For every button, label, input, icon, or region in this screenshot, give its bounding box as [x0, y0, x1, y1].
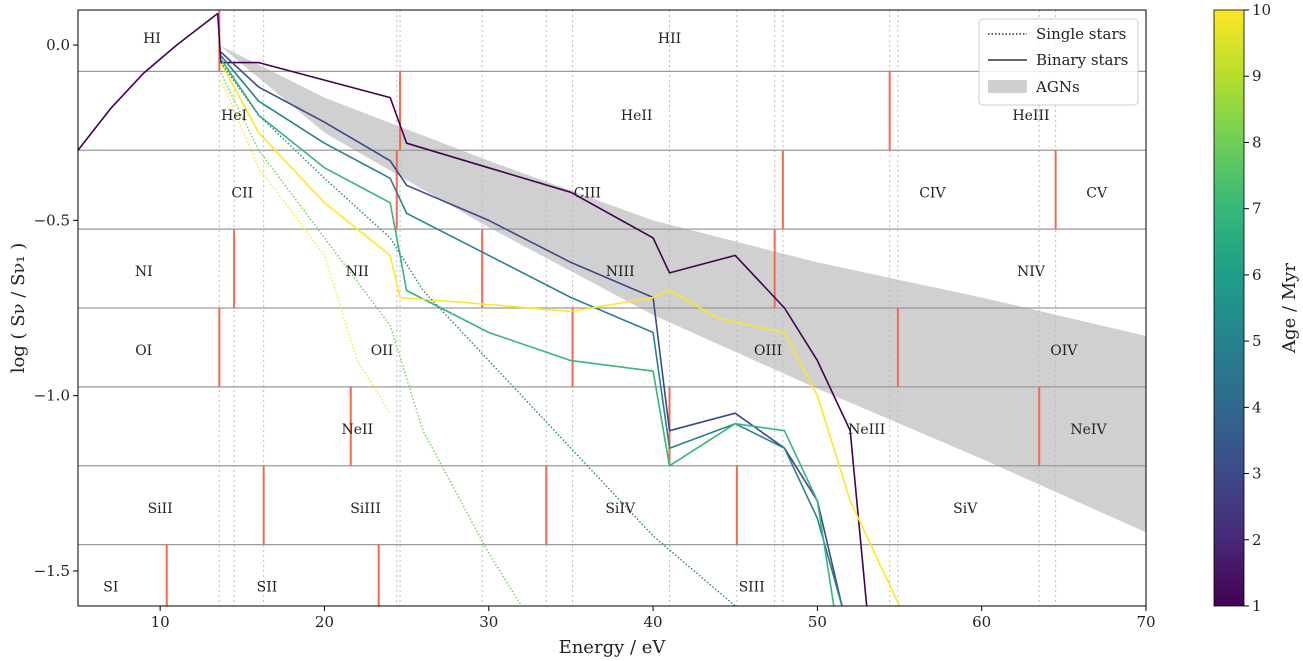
ion-label: HII [658, 31, 681, 47]
y-axis-label: log ( Sν / Sν₁ ) [8, 243, 29, 374]
x-tick-label: 20 [315, 613, 334, 631]
binary-star-spectrum [77, 12, 868, 607]
x-tick-label: 70 [1136, 613, 1155, 631]
ion-label: NeIV [1070, 422, 1107, 438]
x-tick-label: 30 [479, 613, 498, 631]
colorbar-tick-label: 8 [1252, 133, 1262, 151]
x-axis-ticks: 10 20 30 40 50 60 70 [151, 606, 1156, 631]
y-axis-ticks: 0.0 −0.5 −1.0 −1.5 [34, 36, 78, 580]
binary-star-spectrum [220, 55, 843, 607]
ion-label: SIII [739, 580, 765, 596]
agn-band-layer [219, 45, 1147, 533]
single-star-spectrum [220, 62, 736, 607]
ion-label: HeII [621, 108, 653, 124]
x-tick-label: 40 [644, 613, 663, 631]
colorbar-tick-label: 10 [1252, 1, 1271, 19]
ion-label: HeIII [1012, 108, 1049, 124]
legend-agn-swatch [988, 80, 1027, 93]
colorbar-tick-label: 1 [1252, 597, 1262, 615]
ion-label: SiV [953, 501, 978, 517]
ion-label: CII [231, 185, 253, 201]
ion-label: CV [1086, 185, 1108, 201]
spectra-series [77, 12, 901, 607]
x-tick-label: 60 [972, 613, 991, 631]
colorbar: 1 2 3 4 5 6 7 8 9 10 Age / Myr [1213, 1, 1300, 615]
y-tick-label: −1.0 [34, 387, 70, 405]
ion-label: CIII [574, 185, 601, 201]
x-tick-label: 50 [808, 613, 827, 631]
ion-label: SiIII [350, 501, 381, 517]
colorbar-tick-label: 5 [1252, 332, 1262, 350]
binary-star-spectrum [220, 62, 901, 607]
ion-label: SI [103, 580, 118, 596]
ion-label: NI [135, 264, 153, 280]
element-row-boundaries [78, 70, 1146, 546]
ion-label: OIII [754, 343, 782, 359]
ion-label: OII [371, 343, 394, 359]
single-star-spectrum [220, 79, 391, 414]
agn-band [219, 45, 1147, 533]
ion-label: CIV [919, 185, 946, 201]
ion-label: SiII [148, 501, 173, 517]
legend: Single stars Binary stars AGNs [978, 18, 1139, 106]
colorbar-ticks: 1 2 3 4 5 6 7 8 9 10 [1244, 1, 1271, 615]
ion-label: SII [257, 580, 278, 596]
single-star-spectrum [220, 72, 523, 607]
ion-label: OI [135, 343, 152, 359]
ion-label: NIII [606, 264, 635, 280]
ion-label: NeII [342, 422, 374, 438]
y-tick-label: −1.5 [34, 562, 70, 580]
y-tick-label: −0.5 [34, 211, 70, 229]
plot-frame [77, 9, 1147, 607]
colorbar-gradient [1213, 9, 1245, 607]
ion-label: SiIV [605, 501, 636, 517]
binary-star-spectrum [220, 58, 835, 607]
legend-binary-label: Binary stars [1036, 51, 1128, 69]
plot-area: HI HII HeI HeII HeIII CII CIII CIV CV NI NII NIII NI… [77, 9, 1147, 607]
y-tick-label: 0.0 [46, 36, 70, 54]
colorbar-tick-label: 3 [1252, 465, 1262, 483]
colorbar-tick-label: 9 [1252, 67, 1262, 85]
ion-label: NIV [1017, 264, 1046, 280]
ion-label: HeI [221, 108, 247, 124]
ion-labels: HI HII HeI HeII HeIII CII CIII CIV CV NI NII NIII NI… [103, 31, 1108, 596]
x-axis-label: Energy / eV [559, 637, 667, 658]
ion-label: NII [346, 264, 369, 280]
legend-single-label: Single stars [1036, 25, 1126, 43]
colorbar-label: Age / Myr [1279, 263, 1300, 354]
colorbar-tick-label: 6 [1252, 266, 1262, 284]
colorbar-tick-label: 7 [1252, 200, 1262, 218]
ion-label: OIV [1050, 343, 1078, 359]
x-tick-label: 10 [151, 613, 170, 631]
legend-agn-label: AGNs [1035, 78, 1080, 96]
colorbar-tick-label: 4 [1252, 398, 1262, 416]
ion-label: HI [143, 31, 161, 47]
ion-label: NeIII [848, 422, 885, 438]
colorbar-tick-label: 2 [1252, 531, 1262, 549]
